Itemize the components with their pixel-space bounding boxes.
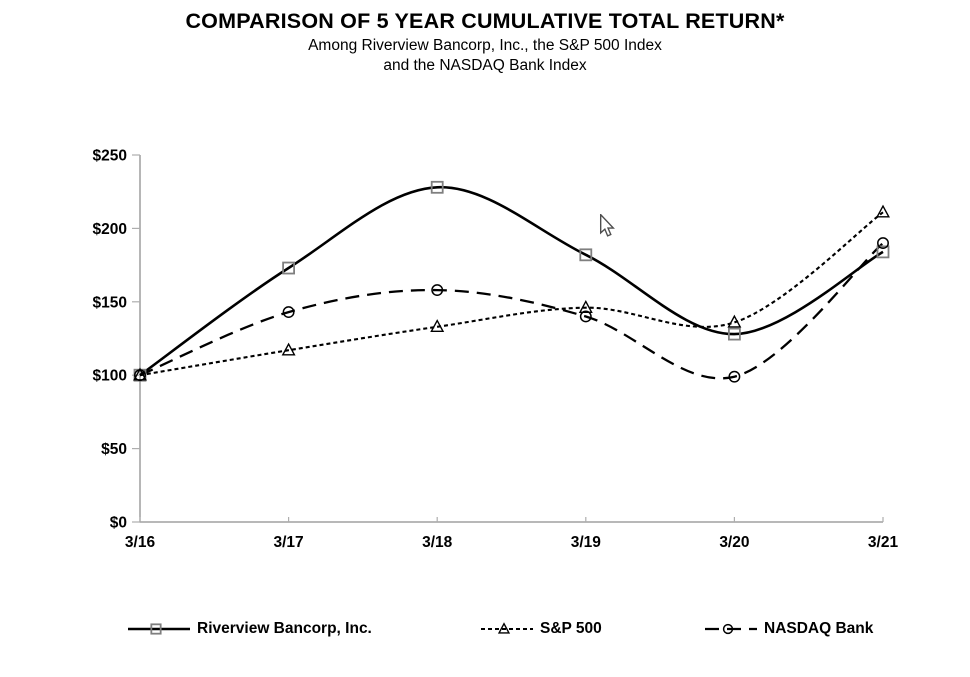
x-axis-tick-label: 3/16	[125, 534, 156, 551]
mouse-cursor-icon	[599, 214, 615, 237]
y-axis-tick-label: $50	[101, 441, 127, 458]
x-axis-tick-label: 3/17	[274, 534, 304, 551]
legend-label-sp500: S&P 500	[540, 620, 602, 637]
legend-sample-nasdaq-dash-circle-icon	[705, 623, 757, 635]
legend-item-sp500: S&P 500	[481, 620, 602, 638]
series-line	[139, 242, 884, 380]
y-axis-tick-label: $250	[93, 148, 127, 165]
x-axis-tick-label: 3/20	[719, 534, 749, 551]
legend-item-nasdaq-bank: NASDAQ Bank	[705, 620, 873, 638]
legend-item-riverview: Riverview Bancorp, Inc.	[128, 620, 372, 638]
y-axis-tick-label: $0	[110, 515, 127, 532]
y-axis-tick-label: $150	[93, 294, 127, 311]
legend-label-riverview: Riverview Bancorp, Inc.	[197, 620, 372, 637]
series-line	[139, 211, 884, 377]
x-axis-tick-label: 3/18	[422, 534, 453, 551]
x-axis-tick-label: 3/21	[868, 534, 899, 551]
x-axis-tick-label: 3/19	[571, 534, 602, 551]
legend-sample-riverview-line-square-icon	[128, 623, 190, 635]
series-line	[139, 185, 884, 377]
chart-subtitle-line2: and the NASDAQ Bank Index	[383, 57, 587, 74]
chart-subtitle-line1: Among Riverview Bancorp, Inc., the S&P 5…	[308, 37, 662, 54]
legend-label-nasdaq-bank: NASDAQ Bank	[764, 620, 874, 637]
y-axis-tick-label: $200	[93, 221, 127, 238]
chart-title: COMPARISON OF 5 YEAR CUMULATIVE TOTAL RE…	[185, 9, 785, 33]
y-axis-tick-label: $100	[93, 368, 127, 385]
legend-sample-sp500-dash-triangle-icon	[481, 622, 533, 634]
